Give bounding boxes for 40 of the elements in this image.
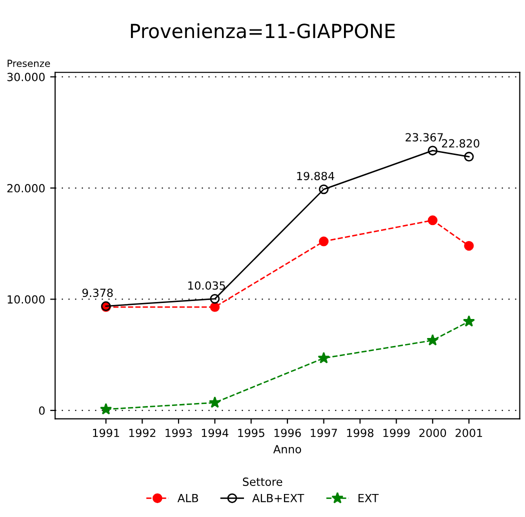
x-tick-label: 2000 [419,428,446,438]
x-tick-label: 1997 [310,428,337,438]
x-tick-label: 1998 [347,428,374,438]
point [210,302,220,312]
x-tick-label: 1993 [166,428,192,438]
x-tick-label: 2001 [456,428,482,438]
x-tick-label: 1991 [93,428,120,438]
point [208,396,221,408]
point [318,184,329,194]
x-tick-label: 1994 [202,428,228,438]
y-axis-title: Presenze [8,60,50,68]
point [464,240,474,251]
data-label: 9.378 [82,288,113,298]
y-tick-label: 20.000 [7,184,45,192]
point [318,352,330,364]
point [426,334,439,346]
point [428,215,438,226]
x-tick-label: 1992 [129,428,156,438]
chart-title: Provenienza=11-GIAPPONE [130,23,395,38]
x-tick-label: 1995 [238,428,264,438]
x-tick-label: 1996 [274,428,301,438]
data-label: 23.367 [406,133,443,142]
y-tick-label: 0 [39,406,45,415]
legend-label: EXT [358,494,379,502]
data-label: 22.820 [442,139,480,148]
point [464,152,474,162]
data-label: 19.884 [297,172,334,180]
data-label: 10.035 [188,281,225,290]
x-axis-title: Anno [273,445,302,454]
point [318,236,329,246]
x-tick-label: 1999 [383,428,410,438]
point [428,146,438,156]
legend-title: Settore [242,478,282,486]
point [100,403,112,415]
point [210,294,220,304]
legend-label: ALB [178,494,198,502]
y-tick-label: 10.000 [8,295,45,304]
legend-label: ALB+EXT [252,494,304,502]
point [462,315,475,327]
y-tick-label: 30.000 [7,72,45,82]
